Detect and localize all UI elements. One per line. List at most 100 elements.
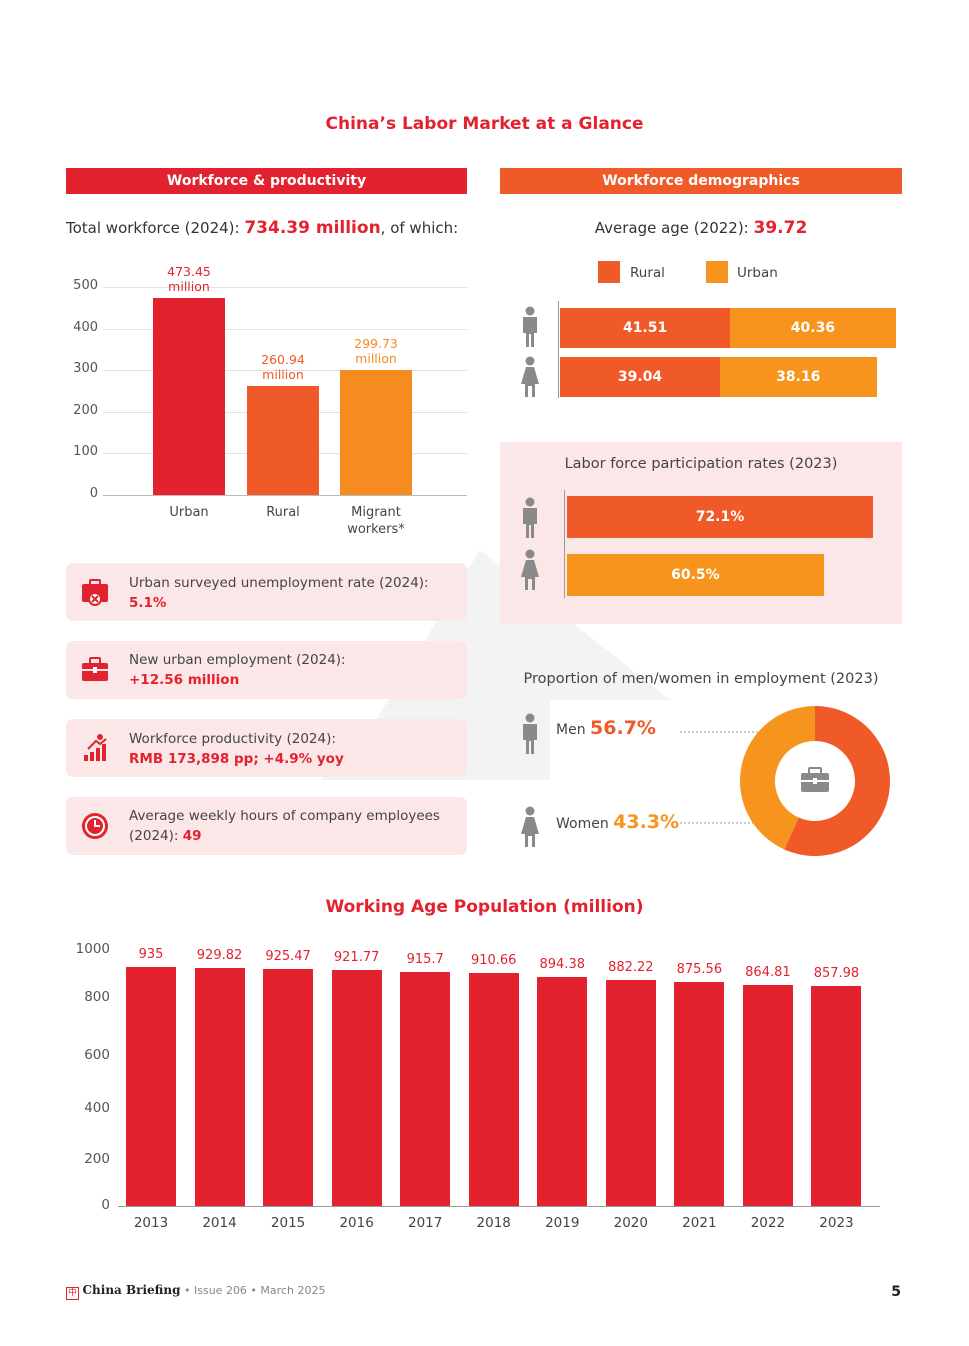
y-tick-label: 600: [84, 1047, 110, 1063]
women-label-text: Women: [556, 816, 609, 832]
x-axis-line: [118, 1206, 880, 1207]
female-icon: [521, 806, 539, 847]
new-employment-label: New urban employment (2024): +12.56 mill…: [129, 650, 459, 690]
total-workforce-prefix: Total workforce (2024):: [66, 219, 245, 237]
bar-urban: [153, 298, 225, 495]
x-category-label: 2021: [682, 1215, 717, 1231]
bar-2021: [674, 981, 725, 1206]
men-label: Men 56.7%: [556, 717, 656, 739]
y-tick-label: 400: [84, 1100, 110, 1116]
total-workforce: Total workforce (2024): 734.39 million, …: [66, 218, 458, 238]
y-tick-label: 1000: [75, 941, 110, 957]
page-number: 5: [891, 1284, 901, 1300]
age-bar-men-rural: 41.51: [560, 308, 731, 348]
briefcase-icon: [801, 767, 829, 792]
y-tick-label: 800: [84, 989, 110, 1005]
proportion-title: Proportion of men/women in employment (2…: [523, 671, 879, 687]
female-icon: [521, 549, 539, 590]
bar-value-label: 260.94 million: [261, 352, 305, 383]
bar-migrant-workers-: [340, 370, 412, 495]
bar-value-label: 935: [138, 946, 164, 962]
bar-2014: [194, 967, 245, 1206]
x-category-label: 2020: [613, 1215, 648, 1231]
legend-rural-swatch: [598, 261, 620, 283]
average-age-prefix: Average age (2022):: [594, 219, 754, 237]
y-gridline: [103, 495, 467, 496]
clock-icon: [82, 813, 108, 839]
y-tick-label: 300: [73, 361, 98, 377]
x-category-label: Urban: [169, 505, 209, 520]
y-gridline: [103, 287, 467, 288]
legend-urban-label: Urban: [737, 265, 778, 281]
briefcase-x-icon: [82, 579, 108, 606]
bar-value-label: 882.22: [608, 960, 654, 976]
x-category-label: 2016: [339, 1215, 374, 1231]
weekly-hours-label-text: Average weekly hours of company employee…: [129, 808, 440, 824]
bar-value-label: 894.38: [539, 957, 586, 973]
footer: 中 China Briefing • Issue 206 • March 202…: [66, 1283, 325, 1300]
average-age-value: 39.72: [753, 218, 808, 238]
axis-line: [564, 490, 565, 598]
bar-rural: [247, 386, 319, 495]
average-age: Average age (2022): 39.72: [500, 218, 902, 238]
women-label: Women 43.3%: [556, 811, 679, 833]
x-category-label: 2015: [270, 1215, 306, 1231]
bar-value-label: 299.73 million: [354, 336, 398, 367]
bar-2013: [126, 966, 176, 1206]
bar-value-label: 875.56: [676, 961, 723, 977]
total-workforce-suffix: , of which:: [380, 219, 459, 237]
productivity-label: Workforce productivity (2024): RMB 173,8…: [129, 729, 459, 769]
total-workforce-value: 734.39 million: [244, 218, 381, 238]
workforce-productivity-banner: Workforce & productivity: [66, 168, 467, 194]
bar-value-label: 921.77: [333, 950, 380, 966]
men-label-text: Men: [556, 722, 586, 738]
unemployment-card: Urban surveyed unemployment rate (2024):…: [66, 563, 467, 621]
unemployment-value: 5.1%: [129, 595, 167, 611]
bar-2017: [400, 971, 451, 1206]
productivity-label-text: Workforce productivity (2024):: [129, 731, 336, 747]
age-bar-men-urban: 40.36: [730, 308, 896, 348]
x-category-label: 2014: [202, 1215, 237, 1231]
bar-2015: [263, 969, 314, 1206]
productivity-value: RMB 173,898 pp; +4.9% yoy: [129, 751, 344, 767]
y-tick-label: 0: [101, 1197, 110, 1213]
age-bar-women-urban: 38.16: [720, 357, 877, 397]
china-briefing-logo-icon: 中: [66, 1287, 79, 1300]
donut-slice-men: [784, 706, 890, 856]
weekly-hours-label: Average weekly hours of company employee…: [129, 806, 459, 846]
y-tick-label: 400: [73, 319, 98, 335]
lfpr-title: Labor force participation rates (2023): [564, 456, 838, 472]
legend-rural-label: Rural: [630, 265, 665, 281]
working-age-population-title: Working Age Population (million): [325, 897, 644, 917]
bar-2019: [537, 977, 588, 1206]
y-gridline: [103, 370, 467, 372]
women-value: 43.3%: [613, 811, 680, 833]
page-title: China’s Labor Market at a Glance: [325, 114, 644, 134]
female-icon: [521, 356, 539, 397]
bar-value-label: 925.47: [265, 949, 311, 965]
bar-value-label: 864.81: [745, 964, 791, 980]
unemployment-label-text: Urban surveyed unemployment rate (2024):: [129, 575, 429, 591]
briefcase-icon: [82, 657, 108, 681]
weekly-hours-card: Average weekly hours of company employee…: [66, 797, 467, 855]
male-icon: [523, 497, 537, 538]
workforce-demographics-banner: Workforce demographics: [500, 168, 902, 194]
new-employment-card: New urban employment (2024): +12.56 mill…: [66, 641, 467, 699]
footer-issue: • Issue 206 • March 2025: [180, 1284, 326, 1297]
x-category-label: 2019: [545, 1215, 580, 1231]
bar-2018: [468, 972, 519, 1206]
bar-2022: [742, 984, 793, 1206]
x-category-label: Migrant workers*: [347, 505, 405, 537]
new-employment-label-text: New urban employment (2024):: [129, 652, 346, 668]
bar-2020: [605, 980, 656, 1206]
bar-value-label: 857.98: [813, 966, 860, 982]
x-category-label: 2023: [819, 1215, 854, 1231]
bar-2016: [331, 970, 382, 1206]
productivity-growth-icon: [84, 734, 107, 761]
lfpr-bar-women: 60.5%: [567, 554, 824, 596]
y-tick-label: 200: [73, 402, 98, 418]
legend-urban-swatch: [706, 261, 728, 283]
bar-value-label: 473.45 million: [167, 264, 211, 295]
y-gridline: [103, 328, 467, 330]
footer-brand: China Briefing: [82, 1283, 181, 1297]
